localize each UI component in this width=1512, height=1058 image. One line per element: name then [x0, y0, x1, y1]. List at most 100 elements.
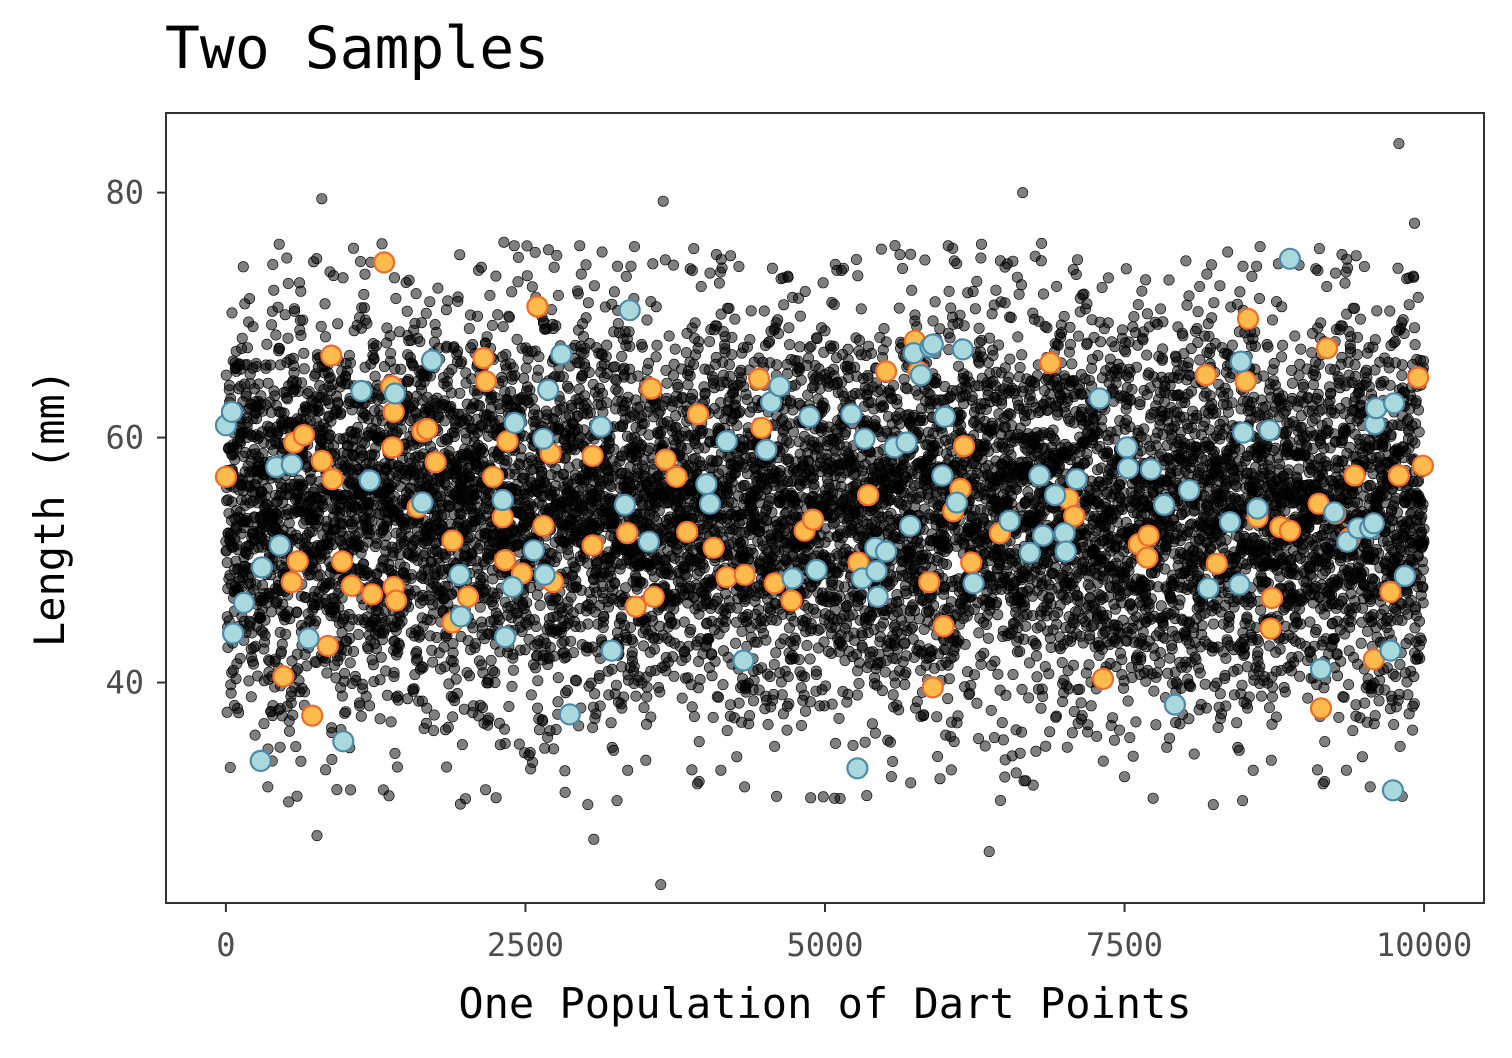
- population-point: [594, 700, 606, 712]
- population-point: [703, 633, 715, 645]
- population-point: [241, 342, 253, 354]
- population-point: [616, 702, 628, 714]
- population-point: [336, 690, 348, 702]
- population-point: [744, 334, 756, 346]
- population-point: [658, 436, 670, 448]
- population-point: [618, 691, 630, 703]
- population-point: [565, 635, 577, 647]
- population-point: [532, 364, 544, 376]
- population-point: [608, 744, 620, 756]
- population-point: [463, 322, 475, 334]
- population-point: [793, 653, 805, 665]
- population-point: [698, 562, 710, 574]
- population-point: [459, 793, 471, 805]
- population-point: [506, 286, 518, 298]
- population-point: [393, 639, 405, 651]
- population-point: [262, 377, 274, 389]
- population-point: [668, 670, 680, 682]
- population-point: [297, 314, 309, 326]
- population-point: [771, 359, 783, 371]
- population-point: [354, 255, 366, 267]
- population-point: [641, 691, 653, 703]
- population-point: [686, 764, 698, 776]
- population-point: [369, 370, 381, 382]
- population-point: [395, 363, 407, 375]
- population-point: [277, 598, 289, 610]
- population-point: [628, 661, 640, 673]
- population-point: [817, 277, 829, 289]
- population-point: [259, 614, 271, 626]
- population-point: [506, 680, 518, 692]
- population-point: [783, 322, 795, 334]
- population-point: [298, 363, 310, 375]
- population-point: [450, 673, 462, 685]
- population-point: [519, 644, 531, 656]
- population-point: [810, 607, 822, 619]
- population-point: [650, 351, 662, 363]
- population-point: [348, 645, 360, 657]
- population-point: [384, 330, 396, 342]
- population-point: [442, 295, 454, 307]
- population-point: [352, 628, 364, 640]
- population-point: [249, 729, 261, 741]
- population-point: [259, 629, 271, 641]
- population-point: [283, 517, 295, 529]
- population-point: [760, 634, 772, 646]
- population-point: [647, 258, 659, 270]
- population-point: [526, 393, 538, 405]
- population-point: [381, 689, 393, 701]
- population-point: [332, 398, 344, 410]
- population-point: [273, 343, 285, 355]
- population-point: [739, 781, 751, 793]
- population-point: [327, 270, 339, 282]
- population-point: [454, 249, 466, 261]
- population-point: [726, 349, 738, 361]
- population-point: [376, 238, 388, 250]
- population-point: [799, 671, 811, 683]
- population-point: [375, 651, 387, 663]
- population-point: [374, 674, 386, 686]
- population-point: [557, 371, 569, 383]
- population-point: [279, 309, 291, 321]
- population-point: [388, 272, 400, 284]
- population-point: [463, 670, 475, 682]
- population-point: [663, 330, 675, 342]
- population-point: [324, 429, 336, 441]
- population-point: [676, 692, 688, 704]
- population-point: [770, 647, 782, 659]
- population-point: [290, 741, 302, 753]
- population-point: [253, 378, 265, 390]
- population-point: [507, 664, 519, 676]
- population-point: [490, 270, 502, 282]
- population-point: [359, 268, 371, 280]
- population-point: [778, 299, 790, 311]
- population-point: [417, 662, 429, 674]
- population-point: [537, 715, 549, 727]
- population-point: [354, 700, 366, 712]
- population-point: [764, 335, 776, 347]
- population-point: [611, 260, 623, 272]
- population-point: [368, 353, 380, 365]
- population-point: [724, 370, 736, 382]
- population-point: [748, 674, 760, 686]
- population-point: [529, 246, 541, 258]
- population-point: [282, 332, 294, 344]
- population-point: [625, 260, 637, 272]
- population-point: [261, 482, 273, 494]
- population-point: [781, 724, 793, 736]
- population-point: [295, 755, 307, 767]
- population-point: [314, 569, 326, 581]
- population-point: [414, 336, 426, 348]
- population-point: [291, 606, 303, 618]
- population-point: [471, 310, 483, 322]
- population-point: [640, 754, 652, 766]
- population-point: [669, 618, 681, 630]
- population-point: [769, 740, 781, 752]
- population-point: [272, 301, 284, 313]
- population-point: [731, 751, 743, 763]
- population-point: [448, 662, 460, 674]
- population-point: [548, 261, 560, 273]
- population-point: [610, 679, 622, 691]
- population-point: [688, 243, 700, 255]
